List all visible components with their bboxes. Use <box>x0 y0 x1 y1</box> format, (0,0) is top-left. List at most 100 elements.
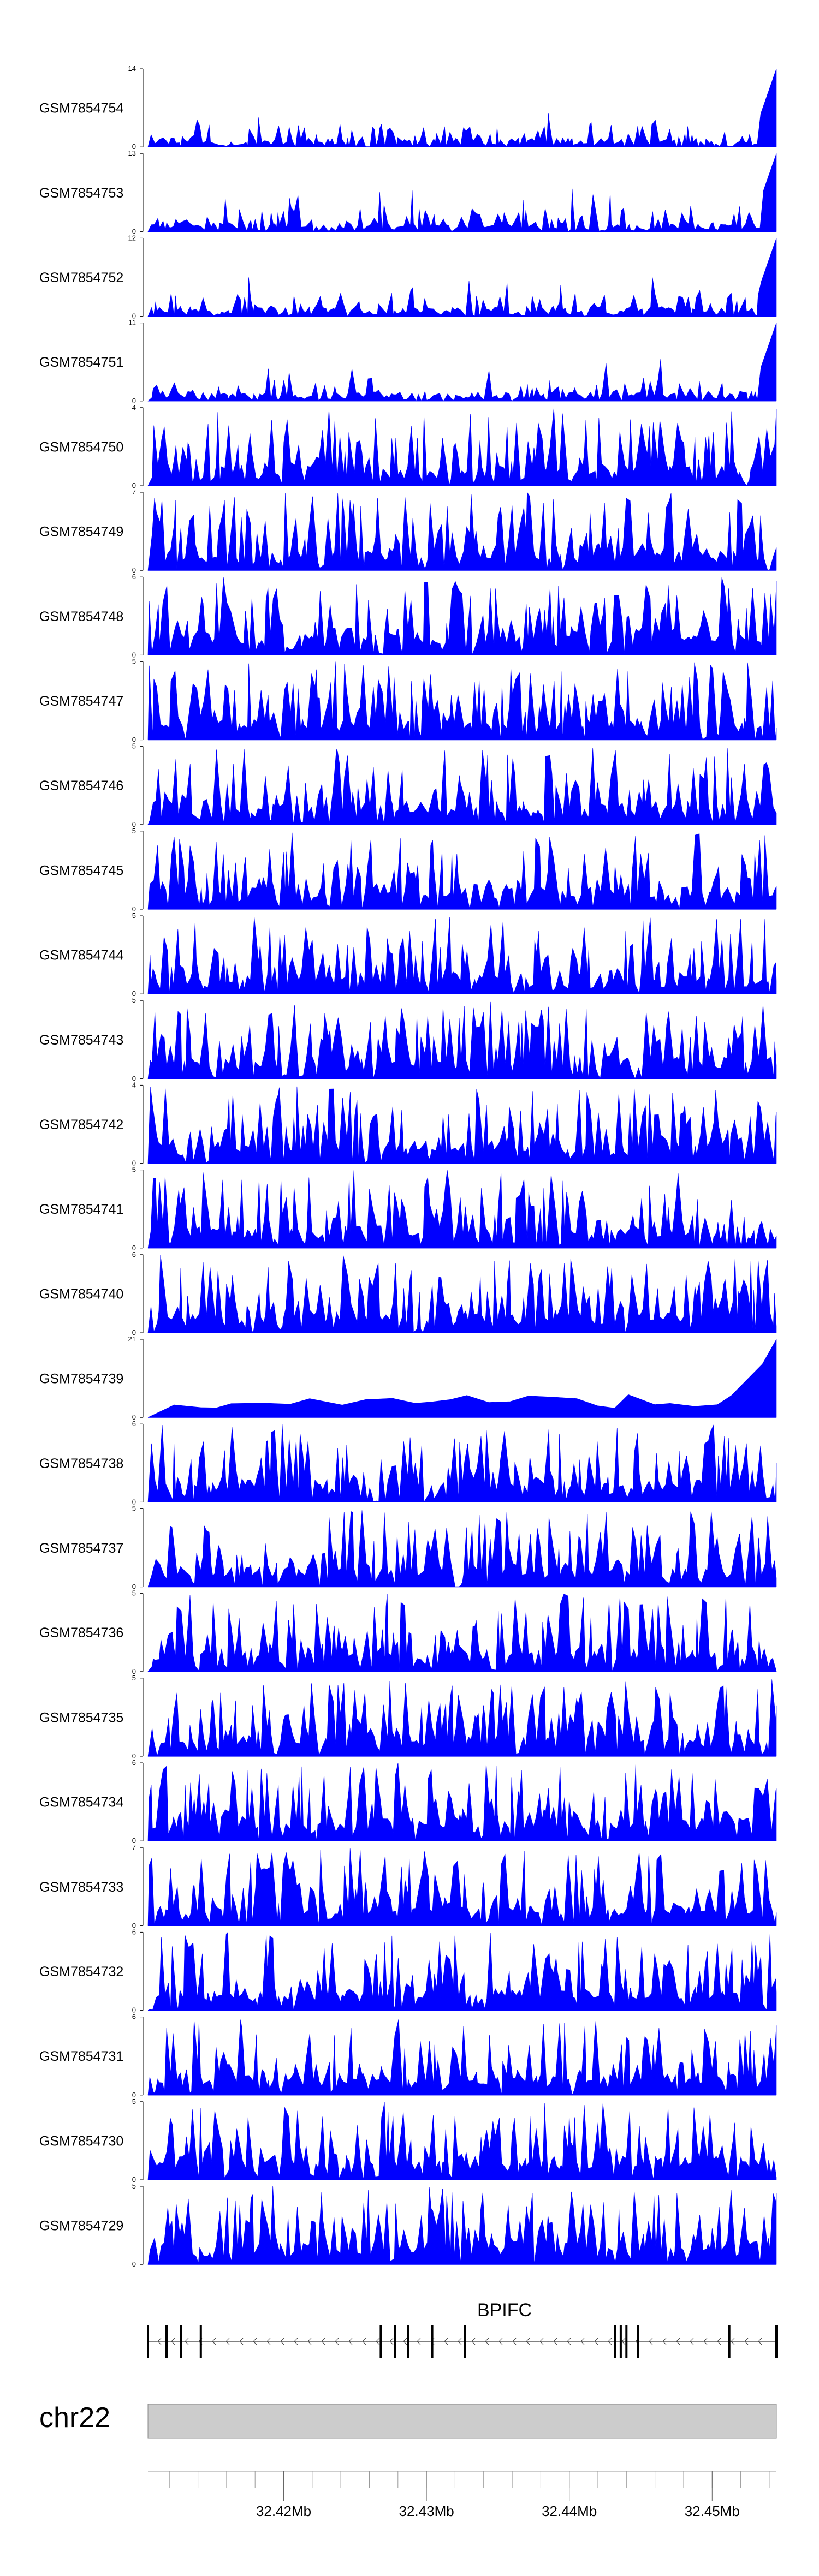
signal-track: GSM7854735 5 0 <box>39 1674 777 1760</box>
signal-area <box>147 2102 777 2180</box>
signal-area <box>147 1338 777 1418</box>
strand-arrow <box>444 2338 448 2345</box>
strand-arrow <box>690 2338 694 2345</box>
signal-track: GSM7854748 6 0 <box>39 573 777 659</box>
signal-track: GSM7854751 11 0 <box>39 319 777 405</box>
y-tick-label-max: 5 <box>132 911 136 920</box>
track-label: GSM7854729 <box>39 2219 123 2234</box>
y-tick-label-min: 0 <box>132 736 136 744</box>
strand-arrow <box>171 2338 175 2345</box>
y-tick-label-max: 5 <box>132 1166 136 1174</box>
y-tick-label-max: 21 <box>128 1335 136 1343</box>
y-tick-label-min: 0 <box>132 2091 136 2099</box>
gene-exon <box>625 2325 628 2358</box>
y-tick-label-max: 5 <box>132 1674 136 1682</box>
signal-area <box>147 1424 777 1502</box>
track-label: GSM7854751 <box>39 355 123 370</box>
track-label: GSM7854732 <box>39 1964 123 1979</box>
track-label: GSM7854745 <box>39 863 123 878</box>
signal-track: GSM7854743 5 0 <box>39 996 777 1082</box>
genome-coordinate-label: 32.42Mb <box>256 2503 311 2519</box>
strand-arrow <box>253 2338 257 2345</box>
track-label: GSM7854730 <box>39 2133 123 2149</box>
strand-arrow <box>335 2338 339 2345</box>
strand-arrow <box>389 2338 394 2345</box>
y-tick-label-min: 0 <box>132 1498 136 1506</box>
y-tick-label-min: 0 <box>132 1244 136 1252</box>
strand-arrow <box>608 2338 612 2345</box>
y-tick-label-min: 0 <box>132 1667 136 1675</box>
y-tick-label-max: 6 <box>132 2013 136 2021</box>
y-tick-label-max: 5 <box>132 1504 136 1512</box>
y-tick-label-max: 12 <box>128 234 136 242</box>
signal-area <box>147 1170 777 1249</box>
y-tick-label-max: 5 <box>132 2097 136 2106</box>
y-tick-label-max: 5 <box>132 2182 136 2190</box>
strand-arrow <box>485 2338 489 2345</box>
signal-track: GSM7854752 12 0 <box>39 234 777 320</box>
y-tick-label-max: 11 <box>129 319 136 327</box>
y-tick-label-max: 13 <box>128 149 136 157</box>
track-label: GSM7854743 <box>39 1033 123 1048</box>
signal-area <box>147 2019 777 2096</box>
y-tick-label-min: 0 <box>132 820 136 828</box>
signal-area <box>147 1763 777 1841</box>
y-tick-label-max: 4 <box>132 403 136 412</box>
gene-exon <box>775 2325 778 2358</box>
strand-arrow <box>567 2338 571 2345</box>
signal-area <box>147 1594 777 1672</box>
y-tick-label-min: 0 <box>132 227 136 235</box>
genome-axis: 32.42Mb 32.43Mb 32.44Mb 32.45Mb <box>148 2471 776 2519</box>
strand-arrow <box>758 2338 762 2345</box>
track-label: GSM7854746 <box>39 778 123 794</box>
signal-track: GSM7854739 21 0 <box>39 1335 777 1421</box>
y-tick-label-min: 0 <box>132 1836 136 1845</box>
strand-arrow <box>185 2338 189 2345</box>
signal-track: GSM7854750 4 0 <box>39 403 777 490</box>
signal-track: GSM7854737 5 0 <box>39 1504 777 1591</box>
y-tick-label-max: 5 <box>132 827 136 835</box>
strand-arrow <box>526 2338 530 2345</box>
strand-arrow <box>266 2338 271 2345</box>
y-tick-label-max: 7 <box>132 1843 136 1851</box>
track-label: GSM7854735 <box>39 1710 123 1725</box>
strand-arrow <box>676 2338 680 2345</box>
strand-arrow <box>321 2338 325 2345</box>
data-tracks: GSM7854754140GSM7854753130GSM7854752120G… <box>39 64 777 2268</box>
strand-arrow <box>471 2338 476 2345</box>
ideogram-track: chr22 <box>39 2402 777 2439</box>
y-tick-label-min: 0 <box>132 989 136 998</box>
signal-area <box>147 1001 777 1079</box>
y-tick-label-max: 14 <box>128 64 136 73</box>
y-tick-label-min: 0 <box>132 651 136 659</box>
track-label: GSM7854749 <box>39 524 123 540</box>
gene-exon <box>394 2325 396 2358</box>
signal-area <box>147 1086 777 1164</box>
signal-area <box>147 1679 777 1757</box>
signal-track: GSM7854736 5 0 <box>39 1589 777 1675</box>
signal-track: GSM7854729 5 0 <box>39 2182 777 2268</box>
strand-arrow <box>649 2338 653 2345</box>
signal-track: GSM7854732 6 0 <box>39 1928 777 2014</box>
signal-area <box>147 1848 777 1926</box>
strand-arrow <box>307 2338 312 2345</box>
y-tick-label-min: 0 <box>132 1159 136 1167</box>
gene-exon <box>180 2325 182 2358</box>
strand-arrow <box>580 2338 585 2345</box>
genome-coordinate-label: 32.44Mb <box>542 2503 597 2519</box>
signal-area <box>147 1254 777 1333</box>
signal-track: GSM7854734 6 0 <box>39 1758 777 1845</box>
strand-arrow <box>594 2338 598 2345</box>
strand-arrow <box>717 2338 721 2345</box>
track-label: GSM7854740 <box>39 1286 123 1302</box>
track-label: GSM7854747 <box>39 694 123 709</box>
track-label: GSM7854753 <box>39 186 123 201</box>
y-tick-label-min: 0 <box>132 2006 136 2014</box>
y-tick-label-min: 0 <box>132 142 136 151</box>
signal-area <box>147 577 777 655</box>
gene-exon <box>464 2325 466 2358</box>
signal-track: GSM7854741 5 0 <box>39 1166 777 1252</box>
y-tick-label-max: 6 <box>132 1928 136 1936</box>
gene-exon <box>379 2325 382 2358</box>
